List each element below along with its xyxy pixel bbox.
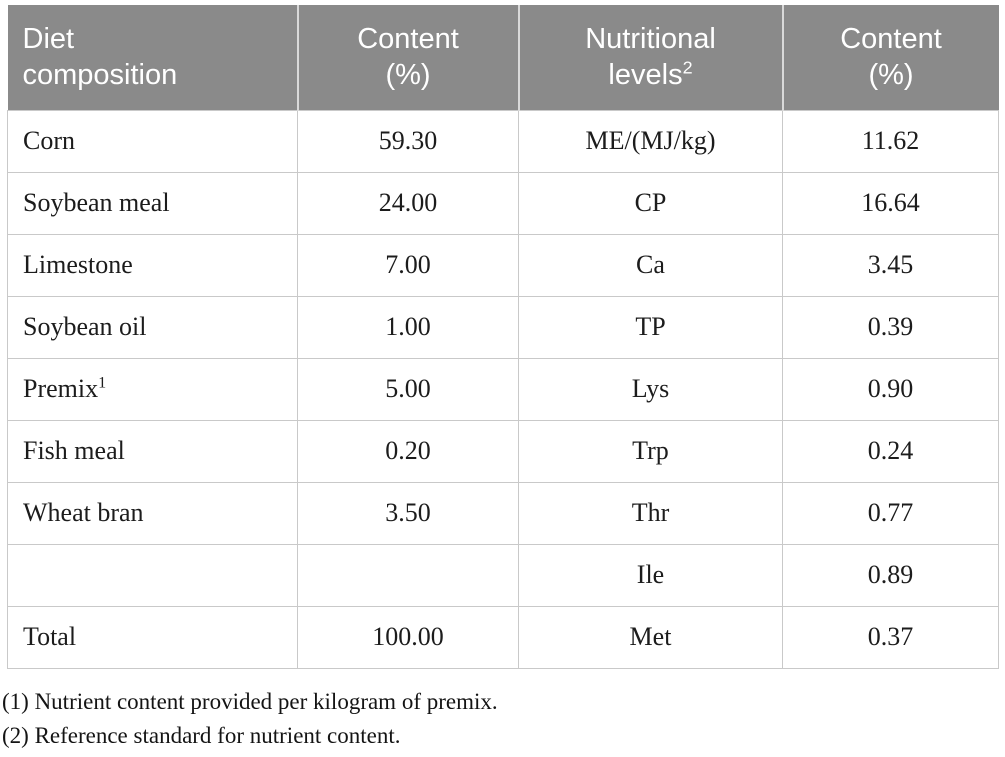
header-line: levels2 [608,57,693,92]
ingredient-content-cell: 5.00 [297,357,519,421]
ingredient-content-cell: 3.50 [297,481,519,545]
nutrient-cell: Ile [518,543,783,607]
nutrient-content-cell: 0.24 [782,419,999,483]
table-body: Corn 59.30 ME/(MJ/kg) 11.62 Soybean meal… [7,109,999,669]
footnote-1: (1) Nutrient content provided per kilogr… [2,688,498,714]
header-row: Diet composition Content (%) Nutritional… [7,5,999,110]
nutrient-cell: Thr [518,481,783,545]
table-row: Limestone 7.00 Ca 3.45 [7,233,999,297]
nutrient-content-cell: 3.45 [782,233,999,297]
table-row: Ile 0.89 [7,543,999,607]
header-line: composition [22,59,178,92]
header-cell-nutritional-levels: Nutritional levels2 [517,5,783,110]
header-cell-content-left: Content (%) [296,5,519,110]
table-row: Total 100.00 Met 0.37 [7,605,999,669]
ingredient-cell: Soybean meal [7,171,298,235]
ingredient-content-cell: 7.00 [297,233,519,297]
nutrient-content-cell: 0.39 [782,295,999,359]
ingredient-content-cell: 100.00 [297,605,519,669]
ingredient-content-cell: 0.20 [297,419,519,483]
ingredient-cell: Fish meal [7,419,298,483]
ingredient-cell: Total [7,605,298,669]
table-footnotes: (1) Nutrient content provided per kilogr… [2,685,998,753]
header-line: Nutritional [585,23,716,56]
nutrient-content-cell: 11.62 [782,109,999,173]
nutrient-cell: ME/(MJ/kg) [518,109,783,173]
header-cell-content-right: Content (%) [781,5,999,110]
nutrient-content-cell: 0.37 [782,605,999,669]
nutrient-cell: Met [518,605,783,669]
ingredient-superscript: 1 [98,374,107,392]
table-header: Diet composition Content (%) Nutritional… [7,5,999,110]
ingredient-content-cell: 59.30 [297,109,519,173]
ingredient-content-cell: 1.00 [297,295,519,359]
nutrient-cell: Ca [518,233,783,297]
table-row: Soybean meal 24.00 CP 16.64 [7,171,999,235]
table-row: Premix1 5.00 Lys 0.90 [7,357,999,421]
diet-composition-table: Diet composition Content (%) Nutritional… [7,5,999,669]
ingredient-content-cell [297,543,519,607]
ingredient-cell: Wheat bran [7,481,298,545]
table-row: Corn 59.30 ME/(MJ/kg) 11.62 [7,109,999,173]
ingredient-cell: Soybean oil [7,295,298,359]
nutrient-cell: Trp [518,419,783,483]
header-line: Content [357,23,459,56]
ingredient-cell: Premix1 [7,357,298,421]
nutrient-cell: TP [518,295,783,359]
nutrient-content-cell: 0.89 [782,543,999,607]
nutrient-content-cell: 0.77 [782,481,999,545]
ingredient-cell: Limestone [7,233,298,297]
ingredient-content-cell: 24.00 [297,171,519,235]
header-line: Diet [22,23,75,56]
header-cell-diet-composition: Diet composition [7,5,298,110]
table-row: Soybean oil 1.00 TP 0.39 [7,295,999,359]
footnote-2: (2) Reference standard for nutrient cont… [2,722,401,748]
ingredient-cell: Corn [7,109,298,173]
header-line: (%) [868,59,914,92]
table-row: Wheat bran 3.50 Thr 0.77 [7,481,999,545]
header-line: Content [840,23,942,56]
nutrient-cell: Lys [518,357,783,421]
nutrient-content-cell: 0.90 [782,357,999,421]
nutrient-cell: CP [518,171,783,235]
ingredient-cell [7,543,298,607]
header-superscript: 2 [682,57,693,78]
header-line: (%) [385,59,431,92]
table-row: Fish meal 0.20 Trp 0.24 [7,419,999,483]
nutrient-content-cell: 16.64 [782,171,999,235]
